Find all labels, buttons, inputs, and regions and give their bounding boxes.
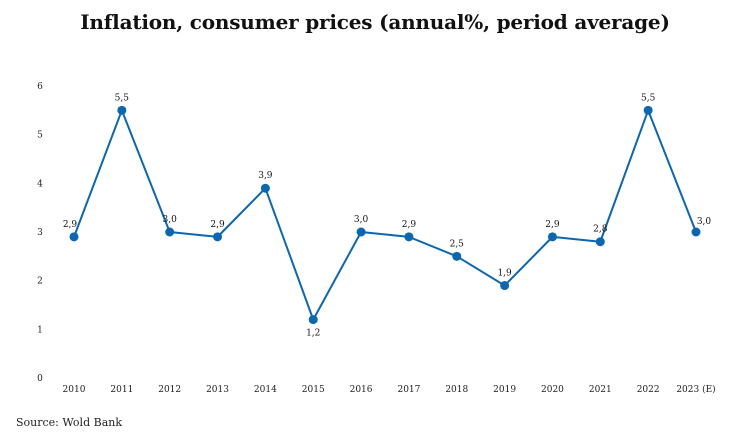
data-labels: 2,9 5,5 3,0 2,9 3,9 1,2 3,0 2,9 2,5 1,9 2,9 2,8 5,5 3… bbox=[63, 93, 712, 338]
y-tick-label: 3 bbox=[37, 228, 43, 238]
data-label: 2,9 bbox=[545, 220, 560, 230]
y-tick-label: 5 bbox=[37, 131, 43, 141]
x-tick-label: 2017 bbox=[397, 385, 420, 395]
data-point bbox=[356, 227, 366, 237]
series-line bbox=[73, 109, 697, 321]
data-label: 5,5 bbox=[641, 93, 656, 103]
data-point bbox=[308, 315, 318, 325]
data-label: 3,9 bbox=[258, 171, 273, 181]
y-tick-label: 0 bbox=[37, 374, 43, 384]
data-label: 3,0 bbox=[163, 215, 178, 225]
series-inflation bbox=[69, 105, 701, 325]
chart-title: Inflation, consumer prices (annual%, per… bbox=[80, 10, 670, 34]
x-tick-label: 2018 bbox=[445, 385, 468, 395]
source-note: Source: Wold Bank bbox=[16, 416, 123, 429]
x-tick-label: 2016 bbox=[350, 385, 373, 395]
y-tick-label: 4 bbox=[37, 179, 43, 189]
x-tick-label: 2012 bbox=[158, 385, 181, 395]
y-axis: 0 1 2 3 4 5 6 bbox=[37, 82, 43, 384]
x-axis: 2010 2011 2012 2013 2014 2015 2016 2017 2018 2019… bbox=[63, 384, 716, 395]
data-point bbox=[452, 251, 462, 261]
x-tick-label: 2014 bbox=[254, 385, 277, 395]
data-point bbox=[117, 105, 127, 115]
data-label: 2,9 bbox=[210, 220, 225, 230]
x-tick-label: 2023 (E) bbox=[676, 384, 715, 395]
y-tick-label: 1 bbox=[37, 325, 43, 335]
x-tick-label: 2019 bbox=[493, 385, 516, 395]
data-label: 2,9 bbox=[402, 220, 417, 230]
data-point bbox=[547, 232, 557, 242]
data-label: 3,0 bbox=[354, 215, 369, 225]
x-tick-label: 2010 bbox=[63, 385, 86, 395]
data-label: 2,9 bbox=[63, 220, 78, 230]
x-tick-label: 2013 bbox=[206, 385, 229, 395]
data-point bbox=[595, 237, 605, 247]
data-label: 2,5 bbox=[450, 239, 465, 249]
data-point bbox=[643, 105, 653, 115]
x-tick-label: 2021 bbox=[589, 385, 612, 395]
data-point bbox=[260, 183, 270, 193]
data-label: 2,8 bbox=[593, 225, 608, 235]
x-tick-label: 2020 bbox=[541, 385, 564, 395]
data-point bbox=[213, 232, 223, 242]
x-tick-label: 2022 bbox=[637, 385, 660, 395]
y-tick-label: 6 bbox=[37, 82, 43, 92]
data-point bbox=[69, 232, 79, 242]
y-tick-label: 2 bbox=[37, 277, 43, 287]
x-tick-label: 2015 bbox=[302, 385, 325, 395]
data-label: 1,9 bbox=[497, 269, 512, 279]
data-label: 3,0 bbox=[697, 217, 712, 227]
data-label: 1,2 bbox=[306, 329, 320, 339]
data-point bbox=[691, 227, 701, 237]
data-label: 5,5 bbox=[115, 93, 130, 103]
data-point bbox=[500, 281, 510, 291]
data-point bbox=[404, 232, 414, 242]
x-tick-label: 2011 bbox=[110, 385, 133, 395]
data-point bbox=[165, 227, 175, 237]
